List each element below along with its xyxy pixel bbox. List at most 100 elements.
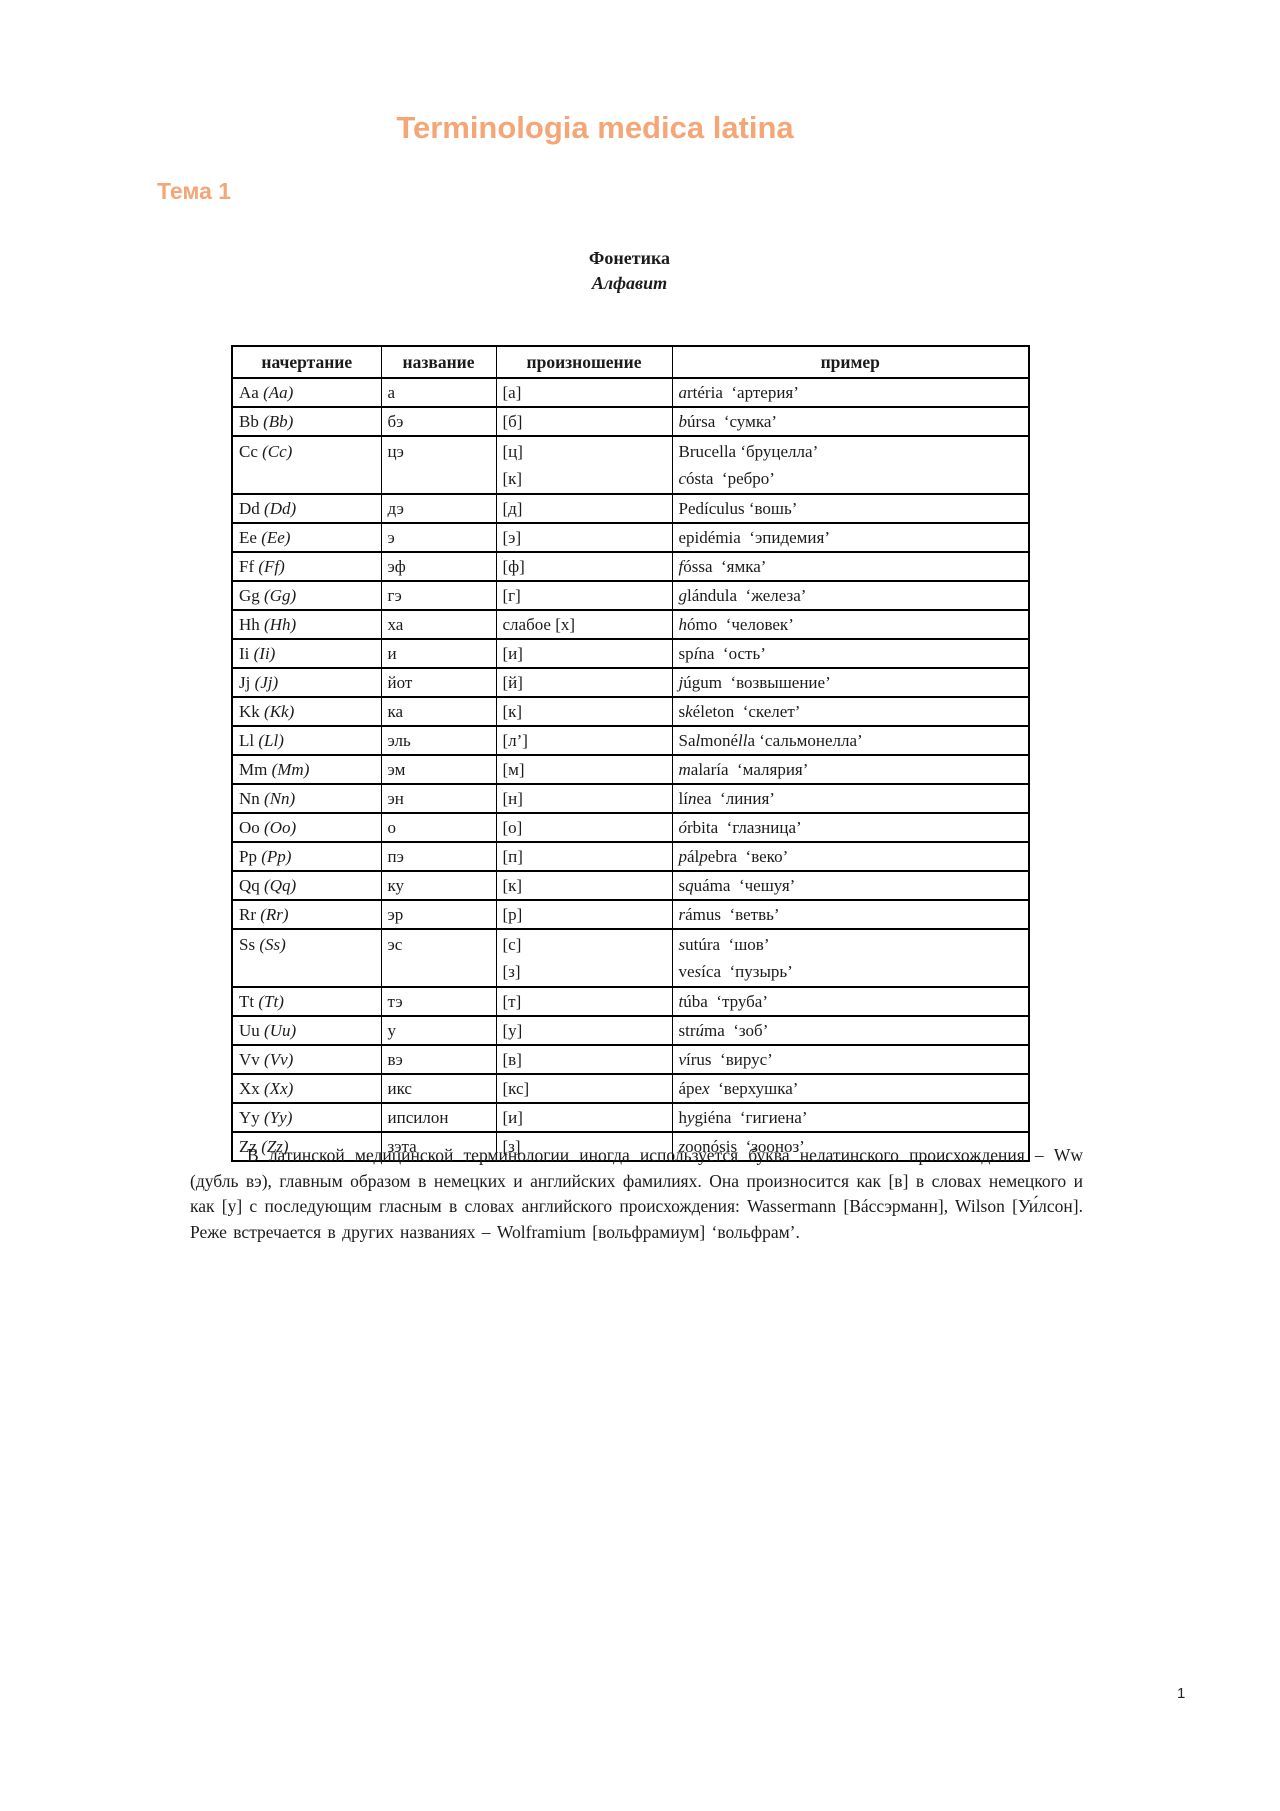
pronunciation-cell: [д] (495, 493, 673, 524)
table-header-row: начертание название произношение пример (231, 345, 1030, 379)
table-row: Ff (Ff) эф [ф] fóssa ‘ямка’ (231, 551, 1030, 582)
example-cell: búrsa ‘сумка’ (671, 406, 1030, 437)
name-cell: а (380, 377, 497, 408)
pronunciation-cell: [ф] (495, 551, 673, 582)
name-cell: гэ (380, 580, 497, 611)
letter-cell: Uu (Uu) (231, 1015, 382, 1046)
header-pronunciation: произношение (495, 345, 673, 379)
name-cell: бэ (380, 406, 497, 437)
letter-cell: Nn (Nn) (231, 783, 382, 814)
example-cell: sutúra ‘шов’ vesíca ‘пузырь’ (671, 928, 1030, 988)
example-cell: Pedículus ‘вошь’ (671, 493, 1030, 524)
example-cell: órbita ‘глазница’ (671, 812, 1030, 843)
name-cell: дэ (380, 493, 497, 524)
pronunciation-cell: [п] (495, 841, 673, 872)
example-cell: zoonósis ‘зооноз’ (671, 1131, 1030, 1162)
letter-cell: Ff (Ff) (231, 551, 382, 582)
example-cell: spína ‘ость’ (671, 638, 1030, 669)
note-paragraph: В латинской медицинской терминологии ино… (190, 1145, 1083, 1242)
letter-cell: Mm (Mm) (231, 754, 382, 785)
pronunciation-cell: [г] (495, 580, 673, 611)
pronunciation-cell: [о] (495, 812, 673, 843)
table-row: Nn (Nn) эн [н] línea ‘линия’ (231, 783, 1030, 814)
table-row: Cc (Cc) цэ [ц] [к] Brucella ‘бруцелла’ cósta … (231, 435, 1030, 495)
name-cell: вэ (380, 1044, 497, 1075)
example-cell: artéria ‘артерия’ (671, 377, 1030, 408)
table-row: Oo (Oo) о [о] órbita ‘глазница’ (231, 812, 1030, 843)
letter-cell: Tt (Tt) (231, 986, 382, 1017)
pronunciation-cell: [б] (495, 406, 673, 437)
letter-cell: Vv (Vv) (231, 1044, 382, 1075)
pronunciation-cell: [в] (495, 1044, 673, 1075)
letter-cell: Rr (Rr) (231, 899, 382, 930)
name-cell: йот (380, 667, 497, 698)
example-cell: vírus ‘вирус’ (671, 1044, 1030, 1075)
letter-cell: Jj (Jj) (231, 667, 382, 698)
letter-cell: Bb (Bb) (231, 406, 382, 437)
name-cell: эф (380, 551, 497, 582)
table-row: Ee (Ee) э [э] epidémia ‘эпидемия’ (231, 522, 1030, 553)
name-cell: ипсилон (380, 1102, 497, 1133)
pronunciation-cell: [т] (495, 986, 673, 1017)
pronunciation-cell: [з] (495, 1131, 673, 1162)
letter-cell: Cc (Cc) (231, 435, 382, 495)
example-cell: pálpebra ‘веко’ (671, 841, 1030, 872)
table-row: Rr (Rr) эр [р] rámus ‘ветвь’ (231, 899, 1030, 930)
pronunciation-cell: [кс] (495, 1073, 673, 1104)
pronunciation-cell: [и] (495, 638, 673, 669)
table-row: Bb (Bb) бэ [б] búrsa ‘сумка’ (231, 406, 1030, 437)
table-caption: Фонетика Алфавит (231, 246, 1028, 296)
letter-cell: Aa (Aa) (231, 377, 382, 408)
pronunciation-cell: [ц] [к] (495, 435, 673, 495)
pronunciation-cell: [э] (495, 522, 673, 553)
section-heading: Тема 1 (157, 178, 232, 204)
alphabet-table: начертание название произношение пример … (231, 345, 1030, 1162)
table-row: Ll (Ll) эль [л’] Salmonélla ‘сальмонелла’ (231, 725, 1030, 756)
alphabet-table-body: Aa (Aa) а [а] artéria ‘артерия’ Bb (Bb) бэ [б]… (231, 377, 1030, 1162)
example-cell: skéleton ‘скелет’ (671, 696, 1030, 727)
letter-cell: Ss (Ss) (231, 928, 382, 988)
pronunciation-cell: [к] (495, 696, 673, 727)
pronunciation-cell: слабое [х] (495, 609, 673, 640)
page-number: 1 (1177, 1685, 1186, 1702)
letter-cell: Ee (Ee) (231, 522, 382, 553)
letter-cell: Ll (Ll) (231, 725, 382, 756)
example-cell: Salmonélla ‘сальмонелла’ (671, 725, 1030, 756)
letter-cell: Qq (Qq) (231, 870, 382, 901)
letter-cell: Kk (Kk) (231, 696, 382, 727)
letter-cell: Hh (Hh) (231, 609, 382, 640)
name-cell: ха (380, 609, 497, 640)
table-row: Uu (Uu) у [у] strúma ‘зоб’ (231, 1015, 1030, 1046)
table-row: Ii (Ii) и [и] spína ‘ость’ (231, 638, 1030, 669)
name-cell: эм (380, 754, 497, 785)
pronunciation-cell: [л’] (495, 725, 673, 756)
table-row: Mm (Mm) эм [м] malaría ‘малярия’ (231, 754, 1030, 785)
name-cell: о (380, 812, 497, 843)
pronunciation-cell: [и] (495, 1102, 673, 1133)
example-cell: glándula ‘железа’ (671, 580, 1030, 611)
name-cell: тэ (380, 986, 497, 1017)
name-cell: пэ (380, 841, 497, 872)
letter-cell: Ii (Ii) (231, 638, 382, 669)
table-row: Xx (Xx) икс [кс] ápex ‘верхушка’ (231, 1073, 1030, 1104)
name-cell: зэта (380, 1131, 497, 1162)
table-row: Hh (Hh) ха слабое [х] hómo ‘человек’ (231, 609, 1030, 640)
header-name: название (380, 345, 497, 379)
name-cell: эн (380, 783, 497, 814)
name-cell: у (380, 1015, 497, 1046)
name-cell: эс (380, 928, 497, 988)
pronunciation-cell: [р] (495, 899, 673, 930)
name-cell: икс (380, 1073, 497, 1104)
name-cell: э (380, 522, 497, 553)
table-row: Ss (Ss) эс [с] [з] sutúra ‘шов’ vesíca ‘пузыр… (231, 928, 1030, 988)
pronunciation-cell: [а] (495, 377, 673, 408)
pronunciation-cell: [с] [з] (495, 928, 673, 988)
letter-cell: Xx (Xx) (231, 1073, 382, 1104)
table-row: Tt (Tt) тэ [т] túba ‘труба’ (231, 986, 1030, 1017)
example-cell: hygiéna ‘гигиена’ (671, 1102, 1030, 1133)
table-row: Qq (Qq) ку [к] squáma ‘чешуя’ (231, 870, 1030, 901)
example-cell: túba ‘труба’ (671, 986, 1030, 1017)
name-cell: и (380, 638, 497, 669)
letter-cell: Oo (Oo) (231, 812, 382, 843)
name-cell: ку (380, 870, 497, 901)
